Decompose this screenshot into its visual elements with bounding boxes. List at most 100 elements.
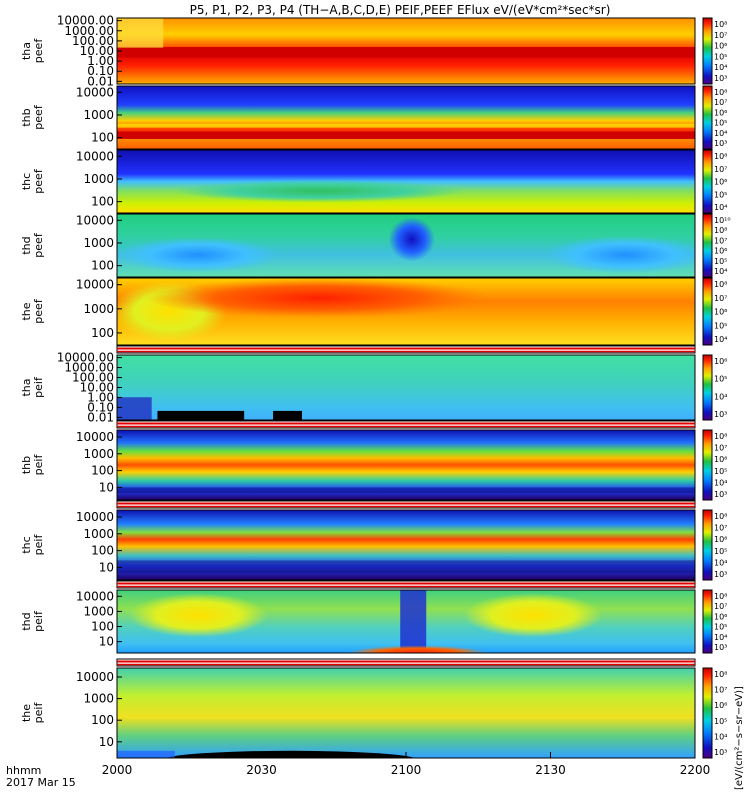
y-tick-label: 100.00 [72, 371, 114, 385]
y-tick-label: 10000 [76, 670, 114, 684]
y-tick-label: 10.00 [80, 381, 114, 395]
y-tick-label: 1000 [83, 692, 114, 706]
colorbar-tick-label: 10⁸ [714, 152, 727, 161]
colorbar [702, 509, 713, 581]
y-tick-label: 100 [91, 131, 114, 145]
colorbar [702, 213, 713, 278]
colorbar-tick-label: 10¹⁰ [714, 216, 731, 225]
y-tick-label: 10000 [76, 213, 114, 227]
colorbar [702, 277, 713, 346]
colorbar-tick-label: 10⁷ [714, 98, 727, 107]
time-axis-label-hhmm: hhmm [6, 764, 41, 777]
y-axis-probe-label: tha [20, 42, 33, 60]
colorbar [702, 667, 713, 759]
y-tick-label: 0.10 [87, 400, 114, 414]
colorbar-tick-label: 10³ [714, 74, 727, 83]
colorbar-tick-label: 10⁵ [714, 547, 727, 556]
colorbar-tick-label: 10⁶ [714, 247, 727, 256]
colorbar-tick-label: 10⁸ [714, 280, 727, 289]
spectrogram-feature [544, 236, 695, 274]
y-tick-label: 1000 [83, 447, 114, 461]
spectrogram-image [117, 355, 695, 420]
y-axis-probe-label: thc [20, 173, 33, 190]
y-tick-label: 1.00 [87, 390, 114, 404]
x-tick-label: 2100 [391, 763, 422, 777]
colorbar-tick-label: 10⁷ [714, 236, 727, 245]
y-tick-label: 1000 [83, 604, 114, 618]
spectrogram-features [128, 590, 603, 653]
spectrogram-feature [117, 123, 695, 128]
x-tick-label: 2200 [680, 763, 711, 777]
y-axis-probe-label: the [20, 704, 33, 722]
colorbar-tick-label: 10⁵ [714, 257, 727, 266]
y-tick-label: 0.01 [87, 74, 114, 88]
y-tick-label: 1000 [83, 527, 114, 541]
colorbar-tick-label: 10³ [714, 748, 727, 757]
spectrogram-feature [273, 410, 302, 420]
spectrogram-feature [117, 237, 279, 273]
colorbar-tick-label: 10⁸ [714, 512, 727, 521]
panel-frame [116, 149, 696, 214]
y-axis-product-label: peif [32, 376, 45, 398]
spectrogram-feature [157, 410, 245, 420]
colorbar-tick-label: 10⁷ [714, 294, 727, 303]
spectrogram-feature [128, 593, 268, 638]
colorbar-tick-label: 10⁵ [714, 52, 727, 61]
colorbar-tick-label: 10⁴ [714, 203, 727, 212]
colorbar [702, 17, 713, 85]
y-axis-product-label: peef [32, 168, 45, 194]
y-tick-label: 100 [91, 713, 114, 727]
panel-thc-peef: 10000 1000 100 thc peef 10⁸ 10⁷ 10⁶ 10⁵ 10⁴ [20, 149, 727, 214]
colorbar-tick-label: 10⁵ [714, 375, 727, 384]
colorbar-tick-label: 10⁵ [714, 467, 727, 476]
y-tick-label: 100 [91, 620, 114, 634]
y-tick-label: 10 [99, 560, 114, 574]
colorbar [702, 85, 713, 150]
panel-frame [116, 277, 696, 346]
y-tick-label: 1.00 [87, 54, 114, 68]
x-tick-label: 2000 [102, 763, 133, 777]
spectrogram-feature [117, 560, 695, 573]
colorbar-tick-label: 10⁶ [714, 701, 727, 710]
spectrogram-feature [117, 750, 175, 758]
spectrogram-feature [145, 278, 493, 319]
colorbar [702, 354, 713, 421]
spectrogram-feature [463, 593, 603, 638]
spectrogram-features [117, 750, 415, 758]
y-axis-product-label: peef [32, 232, 45, 258]
colorbar [702, 429, 713, 501]
y-axis-probe-label: thb [20, 108, 33, 126]
y-axis-product-label: peif [32, 610, 45, 632]
colorbar-tick-label: 10⁵ [714, 623, 727, 632]
colorbar-tick-label: 10⁶ [714, 612, 727, 621]
panel-frame [116, 85, 696, 150]
panels-layer: 10000.001000.00100.0010.001.000.100.01th… [20, 14, 731, 759]
spectrogram-features [117, 217, 695, 274]
colorbar-tick-label: 10⁴ [714, 392, 727, 401]
y-tick-label: 10 [99, 635, 114, 649]
panel-frame [116, 589, 696, 654]
colorbar-tick-label: 10⁴ [714, 732, 727, 741]
y-tick-label: 10000 [76, 149, 114, 163]
y-axis-product-label: peef [32, 298, 45, 324]
x-tick-label: 2130 [535, 763, 566, 777]
y-axis-probe-label: tha [20, 378, 33, 396]
spectrogram-feature [388, 217, 435, 262]
colorbar-tick-label: 10⁸ [714, 226, 727, 235]
y-tick-label: 10 [99, 480, 114, 494]
colorbar-tick-label: 10⁷ [714, 444, 727, 453]
spectrogram-features [117, 123, 695, 139]
y-axis-probe-label: thc [20, 536, 33, 553]
spectrogram-image [117, 668, 695, 758]
y-tick-label: 10 [99, 735, 114, 749]
colorbar-tick-label: 10⁵ [714, 717, 727, 726]
colorbar-tick-label: 10³ [714, 410, 727, 419]
colorbar-tick-label: 10⁴ [714, 478, 727, 487]
y-axis-product-label: peef [32, 104, 45, 130]
y-tick-label: 100 [91, 326, 114, 340]
time-axis: 2000 2030 2100 2130 2200 [102, 752, 711, 777]
